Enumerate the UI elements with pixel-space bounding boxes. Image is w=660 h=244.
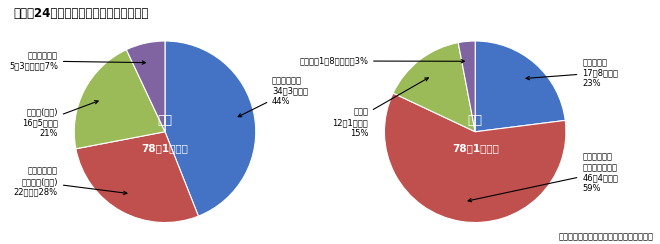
Text: 整備費
12億1千万円
15%: 整備費 12億1千万円 15% bbox=[333, 78, 428, 138]
Wedge shape bbox=[165, 41, 255, 216]
Wedge shape bbox=[126, 41, 165, 132]
Text: 78億1千万円: 78億1千万円 bbox=[141, 143, 189, 153]
Text: 国庫補助金等
5億3千万円　7%: 国庫補助金等 5億3千万円 7% bbox=[9, 51, 146, 71]
Text: 歳入: 歳入 bbox=[158, 114, 172, 127]
Wedge shape bbox=[385, 93, 566, 223]
Wedge shape bbox=[393, 43, 475, 132]
Wedge shape bbox=[75, 50, 165, 149]
Wedge shape bbox=[475, 41, 565, 132]
Text: 歳出: 歳出 bbox=[468, 114, 482, 127]
Text: 下水道使用料
34億3千万円
44%: 下水道使用料 34億3千万円 44% bbox=[238, 76, 308, 117]
Wedge shape bbox=[458, 41, 475, 132]
Text: 【平成24年度　下水道事業の收支状況】: 【平成24年度 下水道事業の收支状況】 bbox=[13, 7, 148, 20]
Text: 借入金の返済
（元利償還金）
46億4千万円
59%: 借入金の返済 （元利償還金） 46億4千万円 59% bbox=[468, 152, 618, 202]
Text: 維持管理費
17億8千万円
23%: 維持管理費 17億8千万円 23% bbox=[526, 58, 618, 88]
Text: 78億1千万円: 78億1千万円 bbox=[451, 143, 499, 153]
Text: 借入金(市債)
16億5千万円
21%: 借入金(市債) 16億5千万円 21% bbox=[22, 101, 98, 138]
Text: 一般会計から
の繰入金(税金)
22億円　28%: 一般会計から の繰入金(税金) 22億円 28% bbox=[14, 167, 127, 197]
Text: 借換債および繰上償還は除いてあります。: 借換債および繰上償還は除いてあります。 bbox=[558, 233, 653, 242]
Text: その他　1億8千万円　3%: その他 1億8千万円 3% bbox=[299, 56, 465, 65]
Wedge shape bbox=[76, 132, 199, 223]
